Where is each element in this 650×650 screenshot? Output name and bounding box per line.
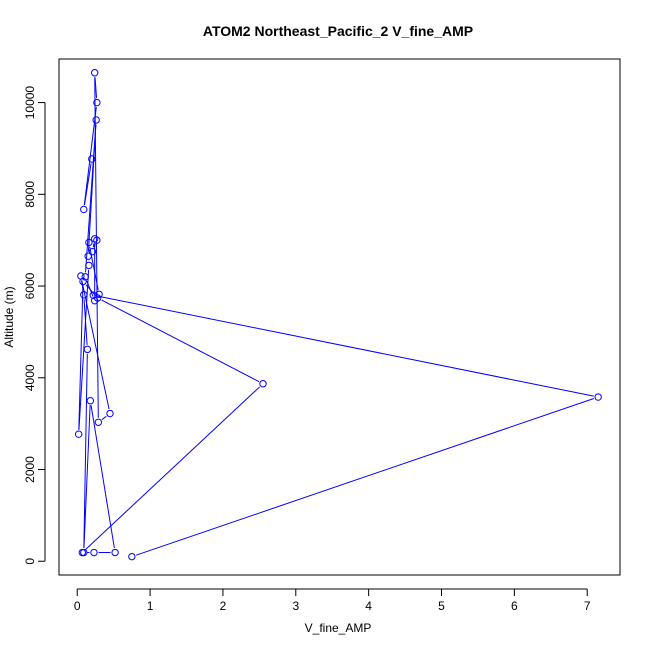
data-point (92, 116, 100, 124)
data-point (86, 397, 95, 405)
series-segment (94, 77, 99, 418)
series-segment (81, 280, 110, 410)
x-tick-label: 7 (584, 599, 591, 613)
data-point (95, 290, 103, 298)
data-point (77, 272, 85, 280)
data-point (94, 418, 103, 426)
series-segment (101, 299, 260, 383)
series-layer (74, 69, 602, 561)
x-tick-label: 5 (438, 599, 445, 613)
data-point (88, 155, 96, 163)
data-point (84, 252, 92, 260)
series-segment (87, 124, 97, 252)
data-point (80, 548, 88, 557)
data-point (80, 205, 88, 214)
series-segment (83, 163, 92, 206)
y-axis-label: Altitude (m) (2, 286, 16, 347)
y-tick-label: 8000 (23, 181, 37, 208)
series-segment (97, 295, 594, 397)
y-tick-label: 4000 (23, 364, 37, 391)
data-point (128, 552, 136, 561)
data-point (594, 393, 602, 401)
data-point (80, 291, 88, 299)
series-segment (94, 77, 98, 99)
x-tick-label: 6 (511, 599, 518, 613)
series-segment (101, 415, 107, 420)
plot-area (58, 58, 621, 576)
series-segment (83, 353, 88, 549)
x-axis: 0 1 2 3 4 5 6 7 (74, 588, 591, 613)
data-point (259, 380, 267, 388)
data-point (111, 548, 119, 557)
y-axis: 0 2000 4000 6000 8000 10000 (23, 86, 46, 565)
x-tick-label: 0 (74, 599, 81, 613)
x-tick-label: 3 (292, 599, 299, 613)
data-point (90, 548, 98, 557)
y-tick-label: 10000 (23, 86, 37, 120)
data-point (81, 273, 89, 281)
series-segment (85, 284, 96, 295)
y-tick-label: 0 (23, 558, 37, 565)
x-tick-label: 4 (365, 599, 372, 613)
data-point (93, 98, 101, 107)
x-tick-label: 1 (147, 599, 154, 613)
series-segment (78, 285, 84, 430)
data-point (85, 238, 93, 247)
x-axis-label: V_fine_AMP (305, 621, 372, 635)
data-point (88, 247, 97, 256)
data-point (83, 345, 92, 354)
data-point (85, 261, 93, 270)
data-point (91, 69, 99, 77)
data-point (93, 236, 101, 244)
series-segment (83, 405, 91, 549)
series-segment (92, 243, 95, 248)
series-segment (83, 299, 88, 345)
data-point (106, 409, 114, 418)
y-tick-label: 2000 (23, 456, 37, 483)
series-segment (90, 405, 115, 549)
chart-title: ATOM2 Northeast_Pacific_2 V_fine_AMP (203, 23, 473, 39)
series-segment (135, 398, 595, 556)
x-tick-label: 2 (220, 599, 227, 613)
series-segment (85, 386, 261, 550)
data-point (93, 294, 102, 302)
data-point (74, 430, 83, 438)
y-tick-label: 6000 (23, 272, 37, 299)
data-point (91, 235, 99, 243)
